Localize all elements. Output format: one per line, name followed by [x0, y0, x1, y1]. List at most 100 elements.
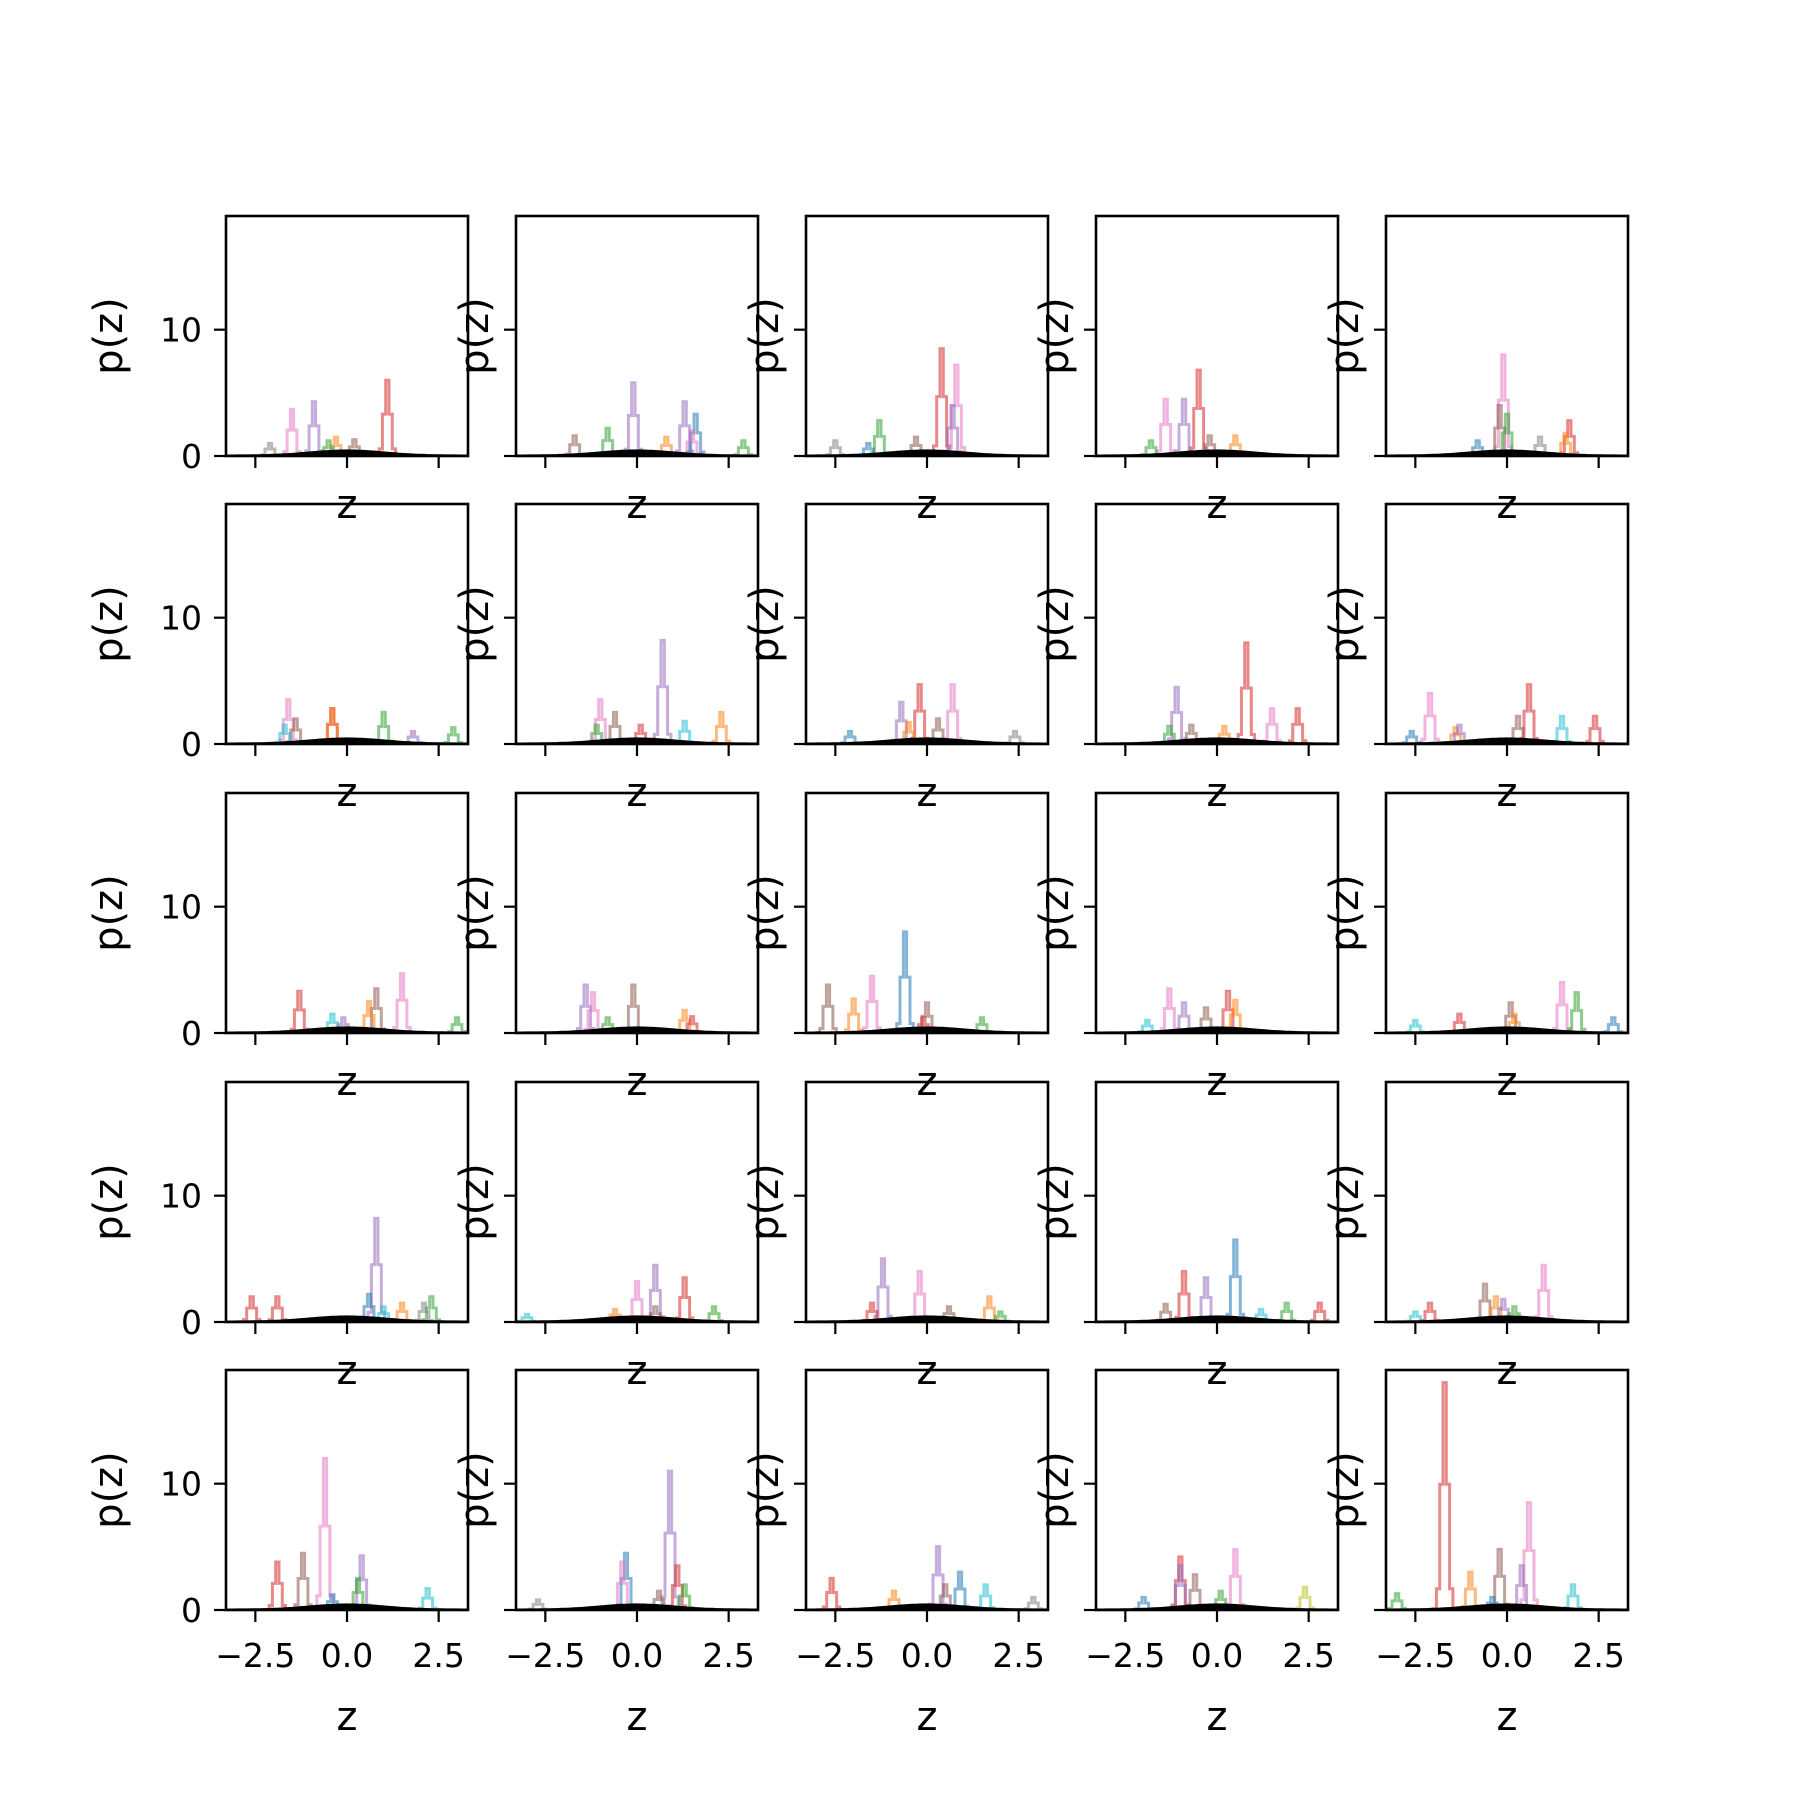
- histogram-series: [857, 974, 887, 1033]
- histogram-series: [1547, 714, 1577, 744]
- y-axis-label: p(z): [742, 1163, 788, 1241]
- x-tick-label: 2.5: [702, 1636, 754, 1675]
- x-tick-label: −2.5: [505, 1636, 585, 1675]
- x-tick-label: 0.0: [901, 1636, 953, 1675]
- y-axis-label: p(z): [742, 585, 788, 663]
- subplot-r2-c2: zp(z): [452, 502, 760, 816]
- plot-area: [1096, 641, 1338, 744]
- histogram-series: [813, 983, 843, 1033]
- y-axis-label: p(z): [1032, 297, 1078, 375]
- axes-frame: [1384, 502, 1630, 746]
- x-tick-label: 2.5: [1572, 1636, 1624, 1675]
- y-axis-label: p(z): [1032, 1163, 1078, 1241]
- plot-area: [806, 347, 1048, 456]
- y-axis-label: p(z): [1322, 874, 1368, 952]
- plot-area: [1096, 1547, 1338, 1610]
- histogram-series: [618, 983, 649, 1033]
- plot-area: [1096, 987, 1338, 1033]
- subplot-r3-c4: zp(z): [1032, 791, 1340, 1105]
- histogram-series: [669, 1276, 700, 1322]
- histogram-series: [864, 419, 895, 456]
- y-axis-label: p(z): [452, 1451, 498, 1529]
- y-axis-label: p(z): [86, 1451, 132, 1529]
- x-tick-label: −2.5: [215, 1636, 295, 1675]
- subplot-r2-c5: zp(z): [1322, 502, 1630, 816]
- axes-frame: [224, 1368, 470, 1612]
- histogram-series: [1598, 1016, 1628, 1033]
- y-axis-label: p(z): [86, 297, 132, 375]
- axes-frame: [224, 502, 470, 746]
- subplot-r5-c2: −2.5 0.0 2.5 z p(z): [452, 1368, 760, 1740]
- histogram-series: [1169, 1270, 1199, 1322]
- axes-frame: [514, 1080, 760, 1324]
- subplot-r4-c2: zp(z): [452, 1080, 760, 1394]
- histogram-series: [706, 710, 737, 744]
- histogram-series: [1455, 1570, 1486, 1610]
- plot-area: [806, 930, 1048, 1033]
- axes-frame: [804, 502, 1050, 746]
- y-axis-label: p(z): [1322, 297, 1368, 375]
- histogram-series: [1514, 683, 1544, 744]
- x-axis-label: z: [337, 1694, 358, 1740]
- y-axis-label: p(z): [742, 1451, 788, 1529]
- y-axis-label: p(z): [1322, 1451, 1368, 1529]
- x-tick-label: −2.5: [1085, 1636, 1165, 1675]
- plot-area: [516, 638, 758, 744]
- x-tick-label: −2.5: [1375, 1636, 1455, 1675]
- y-axis-label: p(z): [742, 297, 788, 375]
- x-tick-label: 2.5: [1282, 1636, 1334, 1675]
- plot-area: [806, 1257, 1048, 1322]
- histogram-series: [438, 726, 468, 744]
- axes-frame: [804, 214, 1050, 458]
- plot-area: [516, 1469, 758, 1610]
- plot-area: [1386, 353, 1628, 456]
- y-axis-label: p(z): [1322, 585, 1368, 663]
- axes-frame: [224, 791, 470, 1035]
- y-tick-label: 10: [160, 888, 202, 927]
- x-tick-label: 0.0: [1191, 1636, 1243, 1675]
- plot-area: [516, 381, 758, 456]
- y-axis-label: p(z): [452, 874, 498, 952]
- histogram-series: [1514, 1501, 1544, 1610]
- plot-area: [226, 1216, 468, 1322]
- x-tick-label: 2.5: [992, 1636, 1044, 1675]
- histogram-series: [277, 407, 307, 456]
- subplot-r3-c2: zp(z): [452, 791, 760, 1105]
- axes-frame: [514, 502, 760, 746]
- subplot-r5-c4: −2.5 0.0 2.5 z p(z): [1032, 1368, 1340, 1740]
- histogram-series: [890, 930, 920, 1033]
- x-tick-label: 0.0: [1481, 1636, 1533, 1675]
- histogram-series: [974, 1295, 1005, 1322]
- histogram-series: [618, 381, 649, 456]
- histogram-series: [310, 1456, 340, 1610]
- histogram-series: [1257, 707, 1287, 744]
- plot-area: [1096, 1238, 1338, 1322]
- histogram-series: [262, 1560, 293, 1610]
- y-tick-label: 0: [181, 1014, 202, 1053]
- histogram-series: [1290, 1585, 1320, 1610]
- axes-frame: [1094, 791, 1340, 1035]
- subplot-r5-c5: −2.5 0.0 2.5 z p(z): [1322, 1368, 1630, 1740]
- y-axis-label: p(z): [86, 1163, 132, 1241]
- axes-frame: [224, 214, 470, 458]
- plot-area: [806, 1545, 1048, 1610]
- histogram-series: [236, 1295, 267, 1322]
- plot-area: [516, 983, 758, 1033]
- axes-frame: [804, 1080, 1050, 1324]
- axes-frame: [514, 1368, 760, 1612]
- x-tick-label: 0.0: [321, 1636, 373, 1675]
- plot-area: [1386, 1263, 1628, 1322]
- histogram-series: [904, 683, 935, 744]
- axes-frame: [224, 1080, 470, 1324]
- y-axis-label: p(z): [1322, 1163, 1368, 1241]
- axes-frame: [1094, 1368, 1340, 1612]
- histogram-series: [1191, 1276, 1221, 1322]
- y-tick-label: 10: [160, 1177, 202, 1216]
- subplot-r1-c3: zp(z): [742, 214, 1050, 528]
- y-axis-label: p(z): [452, 1163, 498, 1241]
- plot-area: [516, 1263, 758, 1322]
- histogram-series: [1282, 707, 1313, 744]
- x-axis-label: z: [1497, 1694, 1518, 1740]
